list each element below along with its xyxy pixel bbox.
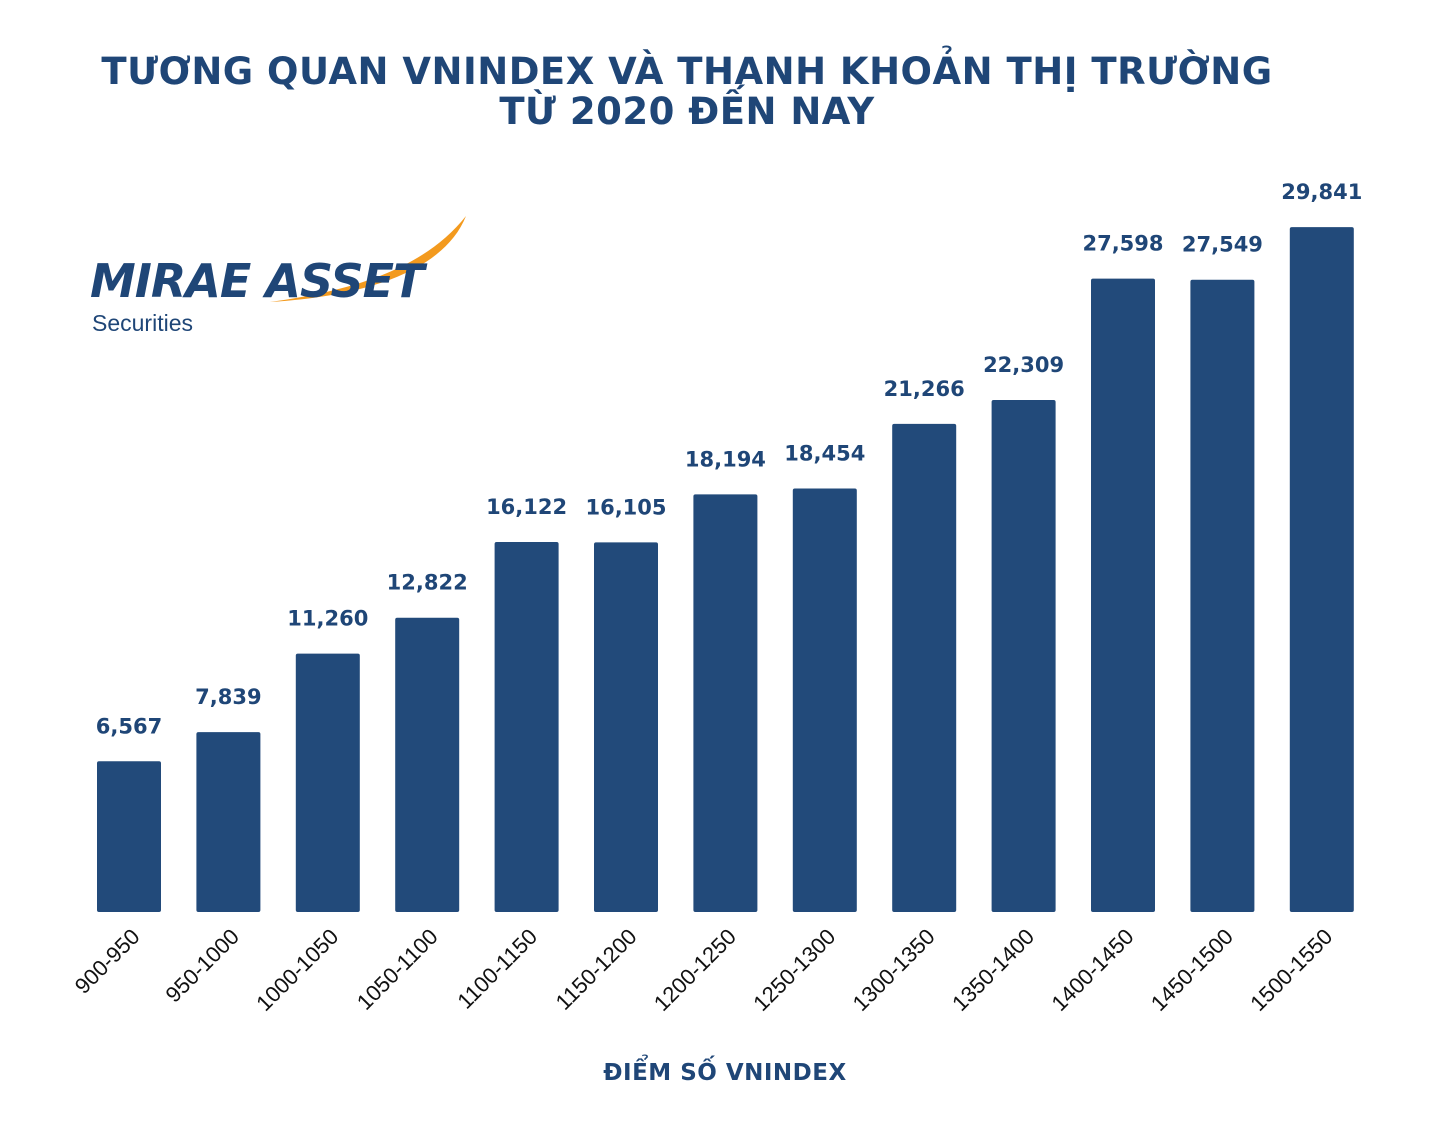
data-label-1400-1450: 27,598 <box>1082 232 1163 256</box>
x-tick-label-1300-1350: 1300-1350 <box>848 924 940 1016</box>
bar-1150-1200 <box>594 542 658 912</box>
data-label-1000-1050: 11,260 <box>287 607 368 631</box>
mirae-asset-logo: MIRAE ASSET Securities <box>90 214 490 344</box>
chart-title-line-1: TƯƠNG QUAN VNINDEX VÀ THANH KHOẢN THỊ TR… <box>101 50 1273 93</box>
x-tick-label-1350-1400: 1350-1400 <box>947 924 1039 1016</box>
bar-1200-1250 <box>693 494 758 912</box>
x-tick-label-1100-1150: 1100-1150 <box>452 924 542 1014</box>
x-tick-label-900-950: 900-950 <box>70 924 145 999</box>
bar-1100-1150 <box>494 542 559 912</box>
x-tick-label-1000-1050: 1000-1050 <box>251 924 343 1016</box>
bar-1300-1350 <box>892 423 957 912</box>
x-tick-label-1400-1450: 1400-1450 <box>1046 924 1138 1016</box>
bar-950-1000 <box>196 732 261 912</box>
bar-1050-1100 <box>395 617 460 912</box>
data-label-1500-1550: 29,841 <box>1281 180 1362 204</box>
data-label-1050-1100: 12,822 <box>387 571 468 595</box>
x-tick-label-1450-1500: 1450-1500 <box>1146 924 1238 1016</box>
bar-900-950 <box>97 761 161 912</box>
x-tick-label-1250-1300: 1250-1300 <box>748 924 840 1016</box>
bar-1400-1450 <box>1091 278 1155 913</box>
data-label-1250-1300: 18,454 <box>784 442 865 466</box>
bar-1500-1550 <box>1289 227 1354 913</box>
chart-title: TƯƠNG QUAN VNINDEX VÀ THANH KHOẢN THỊ TR… <box>0 52 1374 132</box>
bar-1000-1050 <box>295 653 360 912</box>
bar-1250-1300 <box>792 488 857 912</box>
data-label-1150-1200: 16,105 <box>585 495 666 519</box>
data-label-900-950: 6,567 <box>96 714 162 738</box>
data-label-1200-1250: 18,194 <box>685 447 766 471</box>
swoosh-icon <box>270 216 466 302</box>
x-tick-label-1500-1550: 1500-1550 <box>1245 924 1337 1016</box>
x-tick-label-950-1000: 950-1000 <box>161 924 244 1007</box>
x-tick-label-1200-1250: 1200-1250 <box>649 924 741 1016</box>
logo-wordmark: MIRAE ASSET <box>90 254 424 308</box>
x-axis-label: ĐIỂM SỐ VNINDEX <box>603 1060 847 1086</box>
logo-subtitle: Securities <box>92 310 193 336</box>
data-label-1350-1400: 22,309 <box>983 353 1064 377</box>
bar-1450-1500 <box>1190 279 1255 912</box>
bar-1350-1400 <box>991 400 1056 912</box>
data-label-950-1000: 7,839 <box>195 685 261 709</box>
data-label-1100-1150: 16,122 <box>486 495 567 519</box>
data-label-1300-1350: 21,266 <box>884 377 965 401</box>
data-label-1450-1500: 27,549 <box>1182 233 1263 257</box>
x-tick-label-1050-1100: 1050-1100 <box>352 924 443 1015</box>
chart-title-line-2: TỪ 2020 ĐẾN NAY <box>499 90 875 133</box>
x-tick-label-1150-1200: 1150-1200 <box>551 924 642 1015</box>
